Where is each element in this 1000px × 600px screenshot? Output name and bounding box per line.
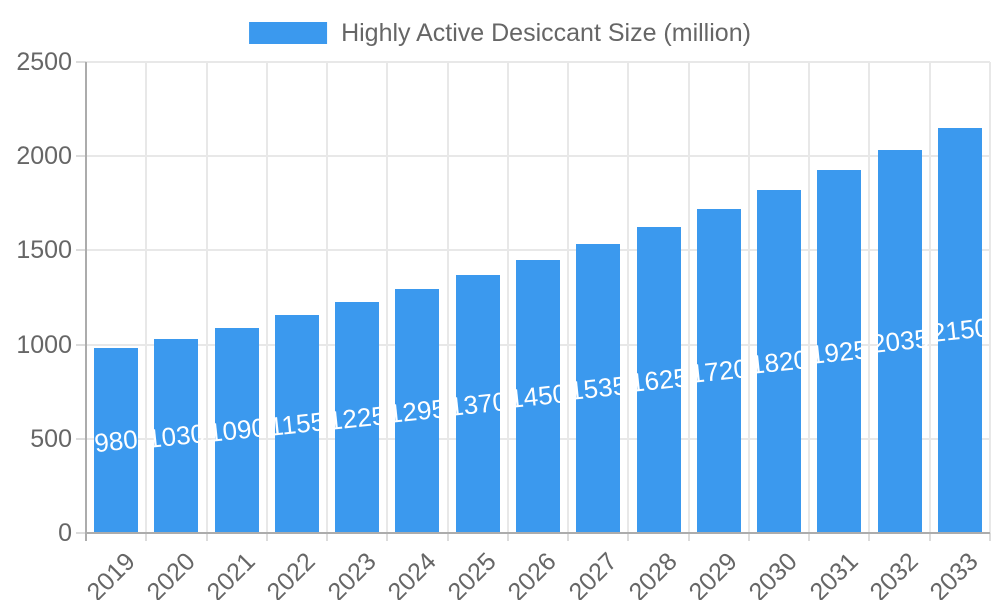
bar-value-label: 1720 — [688, 353, 750, 389]
x-tick-mark — [687, 533, 690, 541]
x-tick-mark — [989, 533, 991, 541]
x-tick-label-2030: 2030 — [744, 547, 804, 600]
bar-value-label: 2035 — [869, 323, 930, 360]
x-gridline — [205, 62, 208, 533]
bar-value-label: 1295 — [387, 393, 448, 429]
y-tick-label: 2500 — [16, 48, 72, 76]
y-gridline — [86, 155, 990, 158]
x-tick-label-2029: 2029 — [683, 547, 743, 600]
x-tick-label-2021: 2021 — [201, 547, 261, 600]
x-axis-baseline — [86, 532, 990, 534]
bar-2032[interactable] — [877, 149, 922, 533]
y-tick-mark — [76, 437, 86, 440]
y-tick-label: 0 — [58, 519, 72, 547]
bar-2025[interactable] — [455, 274, 500, 533]
x-tick-label-2022: 2022 — [261, 547, 322, 600]
bar-2026[interactable] — [516, 259, 560, 533]
x-tick-mark — [326, 533, 329, 541]
x-gridline — [506, 62, 509, 533]
x-tick-mark — [446, 533, 449, 541]
bar-value-label: 1225 — [326, 399, 388, 436]
x-tick-mark — [747, 533, 750, 541]
bar-2024[interactable] — [395, 289, 440, 533]
x-tick-label-2026: 2026 — [502, 547, 563, 600]
bar-value-label: 2150 — [929, 312, 991, 349]
x-tick-label-2025: 2025 — [442, 547, 502, 600]
bar-value-label: 980 — [92, 423, 140, 458]
bar-2023[interactable] — [335, 302, 380, 533]
x-tick-label-2024: 2024 — [382, 547, 442, 600]
y-axis-line — [85, 62, 87, 541]
x-tick-mark — [386, 533, 389, 541]
plot-area: 980 1030 1090 1155 1225 1295 1370 1450 1535 1625 1… — [86, 61, 991, 533]
bar-2020[interactable] — [154, 338, 199, 533]
x-tick-mark — [868, 533, 871, 541]
x-gridline — [265, 62, 268, 533]
bar-2030[interactable] — [757, 190, 802, 533]
x-tick-mark — [205, 533, 208, 541]
y-tick-mark — [76, 61, 86, 63]
y-tick-label: 1500 — [16, 236, 72, 265]
y-tick-mark — [76, 249, 86, 252]
x-tick-mark — [928, 533, 931, 541]
x-gridline — [747, 62, 750, 533]
x-tick-mark — [567, 533, 570, 541]
y-tick-mark — [76, 343, 86, 346]
legend-swatch — [249, 22, 328, 44]
x-tick-label-2023: 2023 — [322, 547, 382, 600]
y-tick-label: 2000 — [16, 142, 72, 171]
x-tick-label-2032: 2032 — [864, 547, 924, 600]
x-gridline — [989, 62, 991, 533]
bar-2029[interactable] — [696, 208, 741, 533]
y-gridline — [86, 249, 990, 252]
x-gridline — [928, 62, 931, 533]
y-tick-label: 1000 — [16, 330, 72, 359]
x-tick-mark — [145, 533, 148, 541]
x-tick-mark — [265, 533, 268, 541]
y-gridline — [86, 61, 990, 63]
x-tick-mark — [808, 533, 811, 541]
x-tick-label-2033: 2033 — [924, 547, 984, 600]
y-tick-mark — [76, 532, 86, 534]
x-tick-label-2027: 2027 — [563, 547, 623, 600]
x-tick-label-2019: 2019 — [81, 547, 141, 600]
bar-value-label: 1450 — [507, 378, 569, 415]
x-gridline — [567, 62, 570, 533]
bar-value-label: 1155 — [267, 406, 327, 443]
bar-2028[interactable] — [636, 226, 681, 533]
bar-value-label: 1090 — [206, 412, 267, 449]
bar-2019[interactable] — [94, 348, 139, 533]
y-tick-label: 500 — [30, 424, 72, 453]
legend[interactable]: Highly Active Desiccant Size (million) — [249, 20, 751, 46]
x-gridline — [145, 62, 148, 533]
x-tick-mark — [627, 533, 630, 541]
x-gridline — [446, 62, 449, 533]
x-gridline — [808, 62, 811, 533]
bar-value-label: 1030 — [146, 418, 207, 454]
x-tick-mark — [506, 533, 509, 541]
bar-value-label: 1370 — [447, 386, 509, 422]
bar-value-label: 1535 — [567, 370, 629, 407]
y-tick-mark — [76, 155, 86, 158]
x-tick-label-2028: 2028 — [623, 547, 683, 600]
x-tick-label-2031: 2031 — [804, 547, 864, 600]
x-gridline — [386, 62, 389, 533]
bar-value-label: 1625 — [628, 361, 689, 398]
bar-2031[interactable] — [817, 170, 862, 533]
bar-2027[interactable] — [576, 243, 621, 533]
bar-2021[interactable] — [214, 327, 259, 533]
bar-2022[interactable] — [274, 315, 319, 533]
x-gridline — [687, 62, 690, 533]
x-tick-label-2020: 2020 — [141, 547, 201, 600]
bar-value-label: 1820 — [748, 343, 810, 380]
x-gridline — [868, 62, 871, 533]
bar-2033[interactable] — [937, 127, 982, 533]
x-gridline — [627, 62, 630, 533]
legend-label: Highly Active Desiccant Size (million) — [341, 19, 751, 47]
x-gridline — [326, 62, 329, 533]
bar-value-label: 1925 — [808, 333, 870, 370]
